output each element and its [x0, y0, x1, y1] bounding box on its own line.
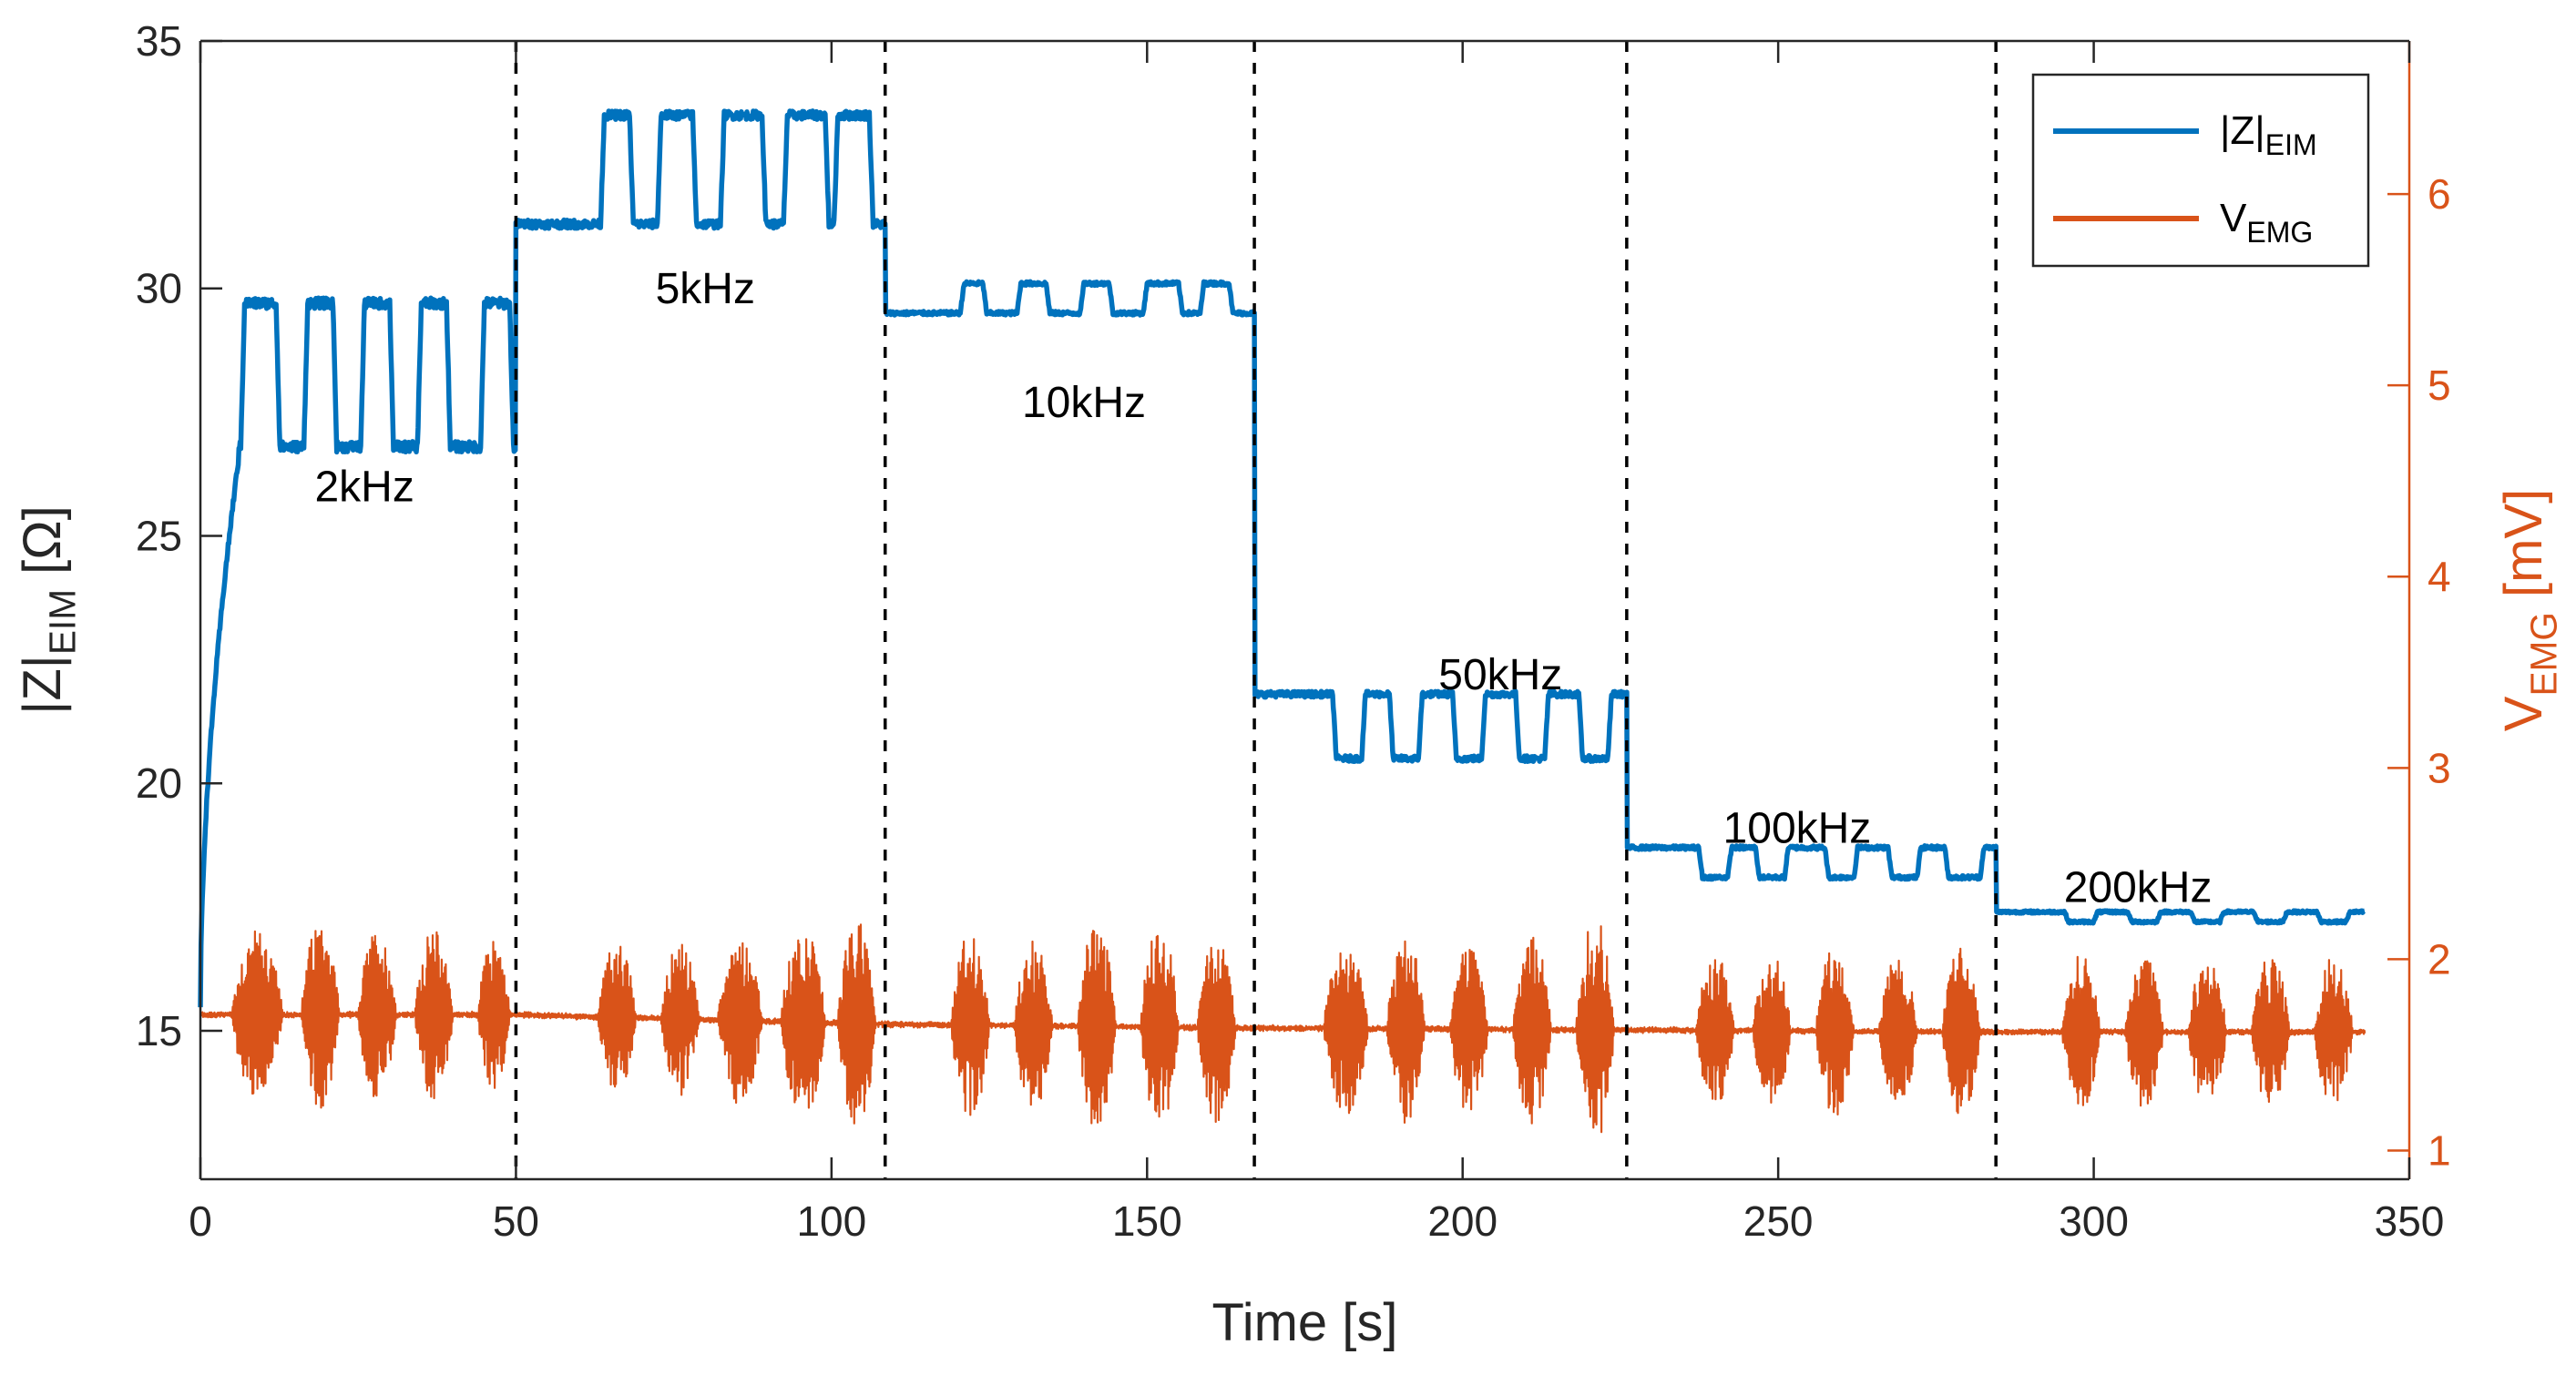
legend-label-emg-base: V	[2220, 196, 2247, 240]
y-right-tick-label: 6	[2428, 170, 2451, 218]
legend-label-impedance-sub: EIM	[2265, 128, 2317, 161]
y-axis-right-title-unit: [mV]	[2494, 489, 2553, 612]
frequency-annotation: 50kHz	[1438, 651, 1562, 699]
y-left-tick-label: 20	[136, 759, 182, 807]
y-axis-left-title: |Z|EIM [Ω]	[13, 505, 83, 714]
frequency-annotation: 200kHz	[2064, 864, 2213, 912]
frequency-annotation: 100kHz	[1723, 804, 1872, 852]
legend-label-emg: VEMG	[2220, 196, 2313, 249]
y-right-tick-label: 3	[2428, 744, 2451, 791]
x-tick-label: 200	[1427, 1197, 1498, 1245]
frequency-annotation: 5kHz	[656, 265, 755, 313]
series-line-emg	[199, 923, 2366, 1134]
x-axis-title: Time [s]	[1211, 1293, 1397, 1352]
y-right-tick-label: 2	[2428, 935, 2451, 983]
x-tick-label: 0	[189, 1197, 212, 1245]
legend-box	[2031, 73, 2370, 268]
y-axis-right-title-base: V	[2494, 696, 2553, 731]
y-axis-left-title-base: |Z|	[13, 655, 72, 715]
x-tick-label: 250	[1743, 1197, 1814, 1245]
y-axis-right-title-sub: EMG	[2522, 612, 2564, 696]
x-tick-label: 300	[2059, 1197, 2129, 1245]
legend-label-impedance: |Z|EIM	[2220, 108, 2317, 161]
y-left-tick-label: 30	[136, 265, 182, 312]
y-left-tick-label: 35	[136, 17, 182, 65]
annotations: 2kHz 5kHz 10kHz 50kHz 100kHz 200kHz	[314, 265, 2212, 912]
y-axis-right-title: VEMG [mV]	[2494, 489, 2564, 731]
series-layer	[198, 41, 2366, 1179]
x-tick-label: 350	[2375, 1197, 2445, 1245]
x-tick-label: 150	[1112, 1197, 1182, 1245]
frequency-annotation: 10kHz	[1022, 379, 1146, 427]
y-left-tick-label: 25	[136, 512, 182, 559]
axes-frame	[199, 39, 2411, 1181]
legend: |Z|EIM VEMG	[2031, 73, 2370, 268]
y-left-tick-label: 15	[136, 1007, 182, 1054]
y-right-tick-label: 1	[2428, 1126, 2451, 1174]
legend-label-impedance-base: |Z|	[2220, 108, 2265, 153]
y-axis-left-title-sub: EIM	[41, 589, 83, 655]
series-line-impedance	[198, 108, 2366, 1008]
legend-label-emg-sub: EMG	[2246, 216, 2313, 249]
y-right-tick-label: 4	[2428, 553, 2451, 600]
y-axis-left-title-unit: [Ω]	[13, 505, 72, 589]
frequency-annotation: 2kHz	[314, 463, 414, 511]
x-tick-label: 50	[493, 1197, 539, 1245]
x-tick-label: 100	[796, 1197, 866, 1245]
y-right-tick-label: 5	[2428, 362, 2451, 409]
axis-ticks: 0 50 100 150 200 250 300 350 15 20 25 30 35 1 2 3 4 5 6	[136, 17, 2451, 1245]
